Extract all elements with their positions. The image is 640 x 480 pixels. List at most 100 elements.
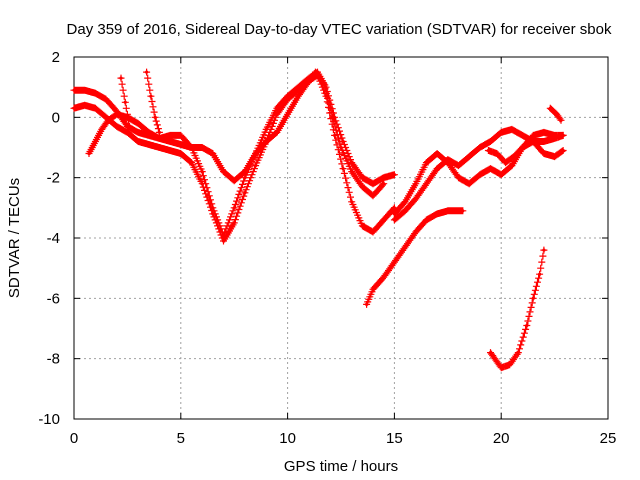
series-track-5 <box>143 68 163 136</box>
data-point <box>243 170 247 174</box>
data-point <box>531 296 535 300</box>
data-point <box>365 302 369 306</box>
data-point <box>520 133 525 138</box>
data-point <box>542 130 546 135</box>
data-point <box>341 167 345 171</box>
data-point <box>403 200 407 204</box>
data-point <box>446 157 450 162</box>
data-point <box>115 124 119 128</box>
data-point <box>548 106 552 110</box>
data-point <box>211 212 215 216</box>
y-tick-label: -4 <box>47 230 60 247</box>
data-point <box>435 212 439 216</box>
data-point <box>499 366 503 370</box>
data-point <box>512 154 516 159</box>
data-point <box>330 115 335 119</box>
data-point <box>341 139 345 144</box>
data-point <box>221 170 226 174</box>
data-point <box>149 94 153 98</box>
data-point <box>339 145 343 150</box>
y-tick-label: -10 <box>38 411 60 428</box>
data-point <box>371 230 375 234</box>
data-point <box>508 363 512 367</box>
data-point <box>553 136 557 141</box>
data-point <box>435 151 439 156</box>
data-point <box>382 275 386 279</box>
chart-title: Day 359 of 2016, Sidereal Day-to-day VTE… <box>67 21 612 38</box>
data-point <box>243 176 247 180</box>
data-point <box>93 91 97 95</box>
y-tick-label: 0 <box>52 109 60 126</box>
data-point <box>559 118 563 122</box>
data-point <box>136 130 140 135</box>
data-point <box>516 351 520 355</box>
data-point <box>200 170 204 174</box>
data-point <box>435 167 439 171</box>
series-track-10 <box>546 104 565 124</box>
data-point <box>510 164 514 168</box>
data-point <box>147 130 151 135</box>
data-point <box>495 151 499 156</box>
data-point <box>531 139 535 144</box>
data-point <box>189 160 194 165</box>
x-axis-label: GPS time / hours <box>284 458 398 475</box>
series-track-8 <box>363 207 467 308</box>
data-point <box>157 145 162 150</box>
data-point <box>123 100 127 104</box>
data-point <box>264 139 268 144</box>
y-tick-label: 2 <box>52 49 60 66</box>
data-point <box>275 112 279 116</box>
data-point <box>104 115 108 119</box>
data-point <box>360 185 364 189</box>
data-point <box>83 88 87 92</box>
data-point <box>87 151 91 156</box>
data-point <box>561 133 565 138</box>
y-tick-label: -8 <box>47 351 60 368</box>
data-point <box>100 127 104 131</box>
data-point <box>488 351 493 355</box>
data-point <box>125 130 129 135</box>
data-point <box>93 106 97 110</box>
data-point <box>350 170 354 174</box>
data-point <box>414 230 418 234</box>
data-point <box>542 248 546 252</box>
data-point <box>200 182 204 186</box>
data-point <box>322 82 326 86</box>
data-point <box>424 218 429 222</box>
y-tick-label: -6 <box>47 290 60 307</box>
data-point <box>456 176 461 180</box>
data-point <box>461 209 465 213</box>
data-point <box>403 245 407 249</box>
data-point <box>488 167 493 171</box>
data-point <box>478 173 482 177</box>
data-point <box>179 151 183 156</box>
y-axis-label: SDTVAR / TECUs <box>6 178 23 298</box>
data-point <box>488 139 493 144</box>
data-point <box>414 182 418 186</box>
data-point <box>179 133 183 138</box>
data-point <box>360 224 364 228</box>
data-point <box>424 160 429 165</box>
data-point <box>392 173 396 177</box>
data-point <box>392 260 396 264</box>
data-point <box>93 139 97 144</box>
data-point <box>510 127 514 131</box>
data-point <box>456 209 461 213</box>
data-point <box>503 160 508 165</box>
x-tick-label: 5 <box>177 430 185 447</box>
data-point <box>307 79 311 83</box>
data-point <box>360 176 364 180</box>
data-point <box>232 179 236 183</box>
data-point <box>424 182 429 186</box>
data-point <box>531 133 535 138</box>
data-point <box>467 154 471 159</box>
series-track-1 <box>70 68 398 239</box>
series-track-3 <box>85 68 388 200</box>
data-point <box>275 130 279 135</box>
series-track-11 <box>487 246 548 372</box>
data-point <box>313 70 317 74</box>
x-tick-label: 10 <box>279 430 296 447</box>
data-point <box>253 164 258 168</box>
